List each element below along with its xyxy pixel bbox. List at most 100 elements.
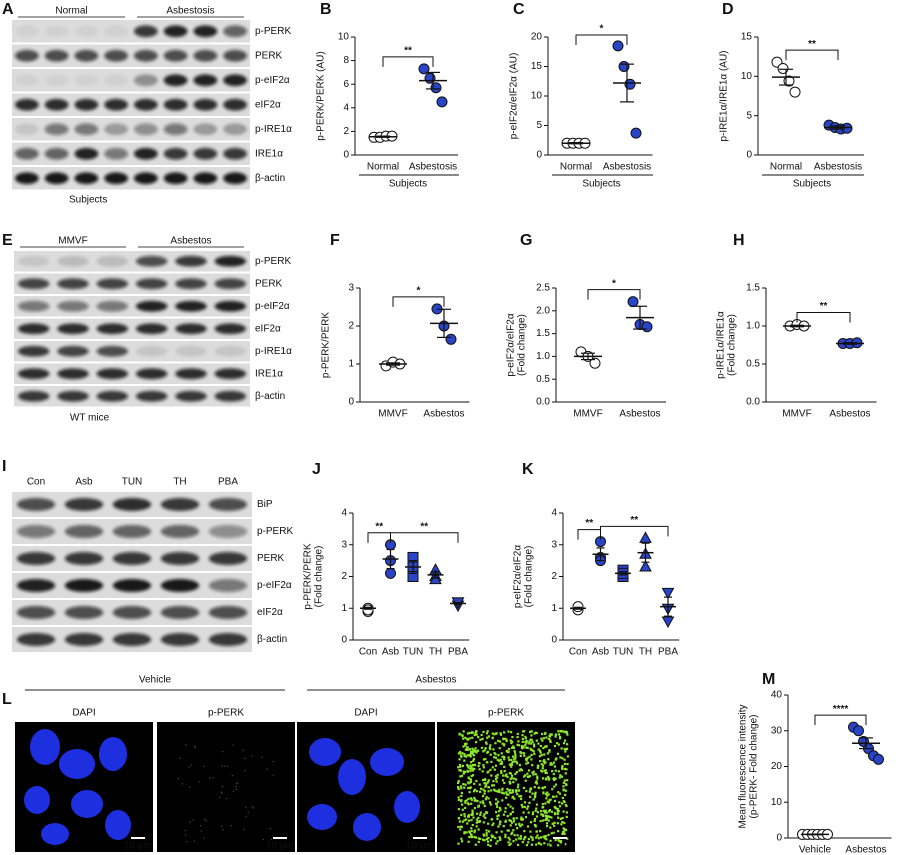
blot-band (208, 633, 248, 646)
blot-band (214, 255, 247, 267)
stain-speck (468, 831, 472, 834)
blot-band (163, 172, 188, 185)
stain-speck (502, 737, 505, 740)
stain-speck (558, 735, 562, 738)
stain-speck (460, 837, 463, 840)
x-tick-label: Asbestos (423, 409, 464, 420)
y-axis-label: p-eIF2α/eIF2α (506, 313, 517, 376)
x-tick-label: MMVF (782, 409, 811, 420)
stain-speck (524, 735, 527, 738)
stain-speck (532, 770, 535, 773)
stain-speck (532, 743, 536, 746)
blot-band (112, 579, 152, 592)
stain-speck (504, 807, 507, 810)
row-label: PERK (257, 553, 285, 564)
stain-speck (523, 835, 527, 839)
stain-speck (467, 786, 470, 790)
y-tick-label: 1.0 (746, 321, 760, 332)
stain-speck (560, 802, 564, 805)
stain-speck (469, 778, 472, 781)
stain-speck (558, 776, 561, 779)
stain-speck (521, 734, 524, 737)
stain-speck (184, 829, 187, 832)
blot-band (175, 278, 207, 290)
stain-speck (467, 819, 471, 822)
stain-speck (489, 768, 492, 771)
stain-speck (543, 842, 546, 845)
group-label: Asbestosis (166, 6, 214, 17)
x-group-label: Subjects (582, 179, 620, 190)
blot-band (135, 300, 168, 312)
stain-speck (536, 834, 539, 837)
stain-speck (544, 818, 547, 822)
stain-speck (469, 786, 472, 789)
stain-speck (471, 811, 474, 814)
stain-speck (564, 793, 567, 797)
stain-speck (549, 740, 552, 744)
significance-label: * (612, 278, 616, 289)
data-point (873, 753, 884, 765)
stain-speck (507, 841, 510, 844)
stain-speck (487, 822, 490, 825)
stain-speck (506, 814, 509, 818)
stain-speck (518, 769, 521, 772)
stain-speck (555, 795, 558, 798)
stain-speck (189, 821, 191, 823)
stain-speck (494, 756, 498, 759)
stain-speck (523, 730, 526, 733)
blot-band (160, 552, 200, 565)
stain-speck (543, 753, 546, 756)
stain-speck (457, 787, 460, 791)
stain-speck (485, 732, 489, 735)
stain-speck (473, 835, 476, 839)
blot-band (163, 147, 188, 160)
stain-speck (543, 811, 547, 814)
data-point (789, 86, 801, 98)
blot-band (14, 25, 39, 38)
stain-speck (561, 764, 564, 768)
stain-speck (519, 835, 522, 838)
stain-speck (518, 822, 521, 825)
stain-speck (556, 807, 559, 811)
stain-speck (492, 780, 495, 783)
stain-speck (496, 815, 499, 818)
row-label: p-eIF2α (255, 75, 290, 86)
blot-band (160, 579, 200, 592)
stain-speck (486, 781, 490, 784)
blot-band (214, 390, 247, 402)
stain-speck (510, 746, 514, 749)
stain-speck (564, 843, 567, 846)
stain-speck (544, 802, 547, 805)
stain-speck (532, 798, 535, 801)
stain-speck (513, 751, 517, 754)
stain-speck (510, 832, 513, 836)
stain-speck (557, 816, 560, 819)
y-tick-label: 10 (338, 32, 350, 43)
blot-band (163, 25, 188, 38)
stain-speck (547, 793, 550, 796)
stain-speck (499, 820, 502, 823)
blot-band (214, 300, 247, 312)
stain-speck (531, 811, 535, 814)
stain-speck (494, 742, 497, 745)
stain-speck (562, 827, 565, 830)
stain-speck (473, 767, 476, 771)
stain-speck (487, 790, 490, 793)
panel-letter: F (330, 232, 340, 249)
stain-speck (536, 811, 539, 814)
stain-speck (244, 770, 246, 772)
stain-speck (543, 786, 547, 789)
stain-speck (503, 731, 506, 734)
stain-speck (547, 801, 551, 804)
stain-speck (545, 745, 548, 748)
stain-speck (524, 774, 527, 777)
stain-speck (548, 799, 551, 802)
significance-label: ** (375, 521, 383, 532)
row-label: β-actin (255, 173, 285, 184)
y-tick-label: 3 (341, 539, 347, 550)
stain-speck (269, 828, 271, 830)
stain-speck (464, 806, 467, 810)
stain-speck (549, 763, 552, 766)
blot-band (16, 552, 56, 565)
stain-speck (237, 782, 239, 784)
